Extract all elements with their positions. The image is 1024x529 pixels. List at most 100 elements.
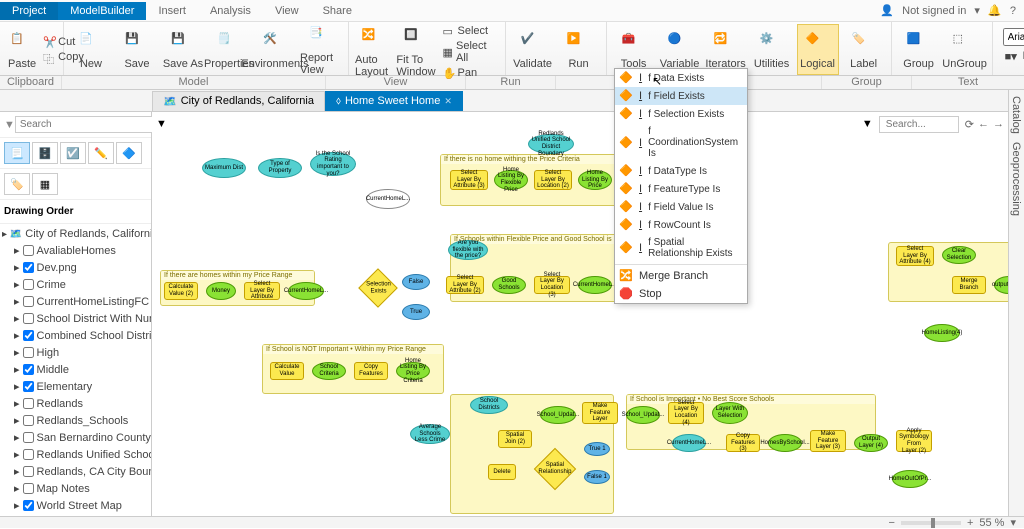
- model-node[interactable]: Select Layer By Attribute (2): [446, 276, 484, 294]
- model-node[interactable]: Type of Property: [258, 158, 302, 178]
- pan-button[interactable]: ✋Pan: [440, 66, 499, 80]
- menu-item[interactable]: 🔶If Spatial Relationship Exists: [615, 234, 747, 262]
- layer-item[interactable]: ▸School District With Number of C: [0, 310, 151, 327]
- layer-item[interactable]: ▸Dev.png: [0, 259, 151, 276]
- notification-bell-icon[interactable]: 🔔: [988, 4, 1002, 18]
- model-node[interactable]: CurrentHomeL...: [578, 276, 612, 294]
- model-canvas[interactable]: ▼ ▼ ⟳ ← → If there is no home withing th…: [152, 112, 1008, 516]
- new-button[interactable]: 📄New: [70, 24, 112, 76]
- model-node[interactable]: False: [402, 274, 430, 290]
- validate-button[interactable]: ✔️Validate: [512, 24, 554, 75]
- model-node[interactable]: CurrentHomeL...: [672, 434, 706, 452]
- layer-item[interactable]: ▸AvaliableHomes: [0, 242, 151, 259]
- model-node[interactable]: Good Schools: [492, 276, 526, 294]
- model-node[interactable]: Copy Features: [354, 362, 388, 380]
- signin-status[interactable]: Not signed in: [902, 5, 966, 17]
- environments-button[interactable]: 🛠️Environments: [254, 24, 296, 76]
- layer-checkbox[interactable]: [23, 449, 34, 460]
- layer-checkbox[interactable]: [23, 245, 34, 256]
- layer-item[interactable]: ▸Elementary: [0, 378, 151, 395]
- filter-icon[interactable]: ▼: [4, 116, 15, 133]
- layer-checkbox[interactable]: [23, 483, 34, 494]
- tab-analysis[interactable]: Analysis: [198, 2, 263, 20]
- menu-item[interactable]: 🔶If FeatureType Is: [615, 180, 747, 198]
- layer-item[interactable]: ▸San Bernardino County School D: [0, 429, 151, 446]
- layer-root[interactable]: ▸ 🗺️ City of Redlands, California: [0, 226, 151, 242]
- menu-item[interactable]: 🔶If Field Exists: [615, 87, 747, 105]
- contents-search-input[interactable]: [15, 116, 157, 133]
- view-drawing-order[interactable]: 📃: [4, 142, 30, 164]
- model-node[interactable]: Home Listing By Price Criteria: [396, 362, 430, 380]
- model-node[interactable]: True: [402, 304, 430, 320]
- menu-item[interactable]: 🔶If Field Value Is: [615, 198, 747, 216]
- layer-item[interactable]: ▸Combined School Districts: [0, 327, 151, 344]
- model-node[interactable]: False 1: [584, 470, 610, 484]
- signin-dropdown[interactable]: ▾: [974, 4, 980, 17]
- close-icon[interactable]: ✕: [444, 96, 452, 107]
- layer-checkbox[interactable]: [23, 330, 34, 341]
- layer-checkbox[interactable]: [23, 398, 34, 409]
- model-node[interactable]: Redlands Unified School District Boundar…: [528, 134, 574, 154]
- zoom-out-icon[interactable]: −: [889, 517, 895, 529]
- layer-checkbox[interactable]: [23, 313, 34, 324]
- saveas-button[interactable]: 💾Save As: [162, 24, 204, 76]
- model-node[interactable]: Merge Branch: [952, 276, 986, 294]
- tab-view[interactable]: View: [263, 2, 311, 20]
- model-node[interactable]: True 1: [584, 442, 610, 456]
- layer-checkbox[interactable]: [23, 500, 34, 511]
- save-button[interactable]: 💾Save: [116, 24, 158, 76]
- model-node[interactable]: Copy Features (3): [726, 434, 760, 452]
- model-node[interactable]: Select Layer By Attribute (3): [450, 170, 488, 190]
- zoom-slider[interactable]: [901, 521, 961, 525]
- layer-item[interactable]: ▸Middle: [0, 361, 151, 378]
- layer-item[interactable]: ▸Redlands: [0, 395, 151, 412]
- layer-checkbox[interactable]: [23, 347, 34, 358]
- layer-checkbox[interactable]: [23, 432, 34, 443]
- model-node[interactable]: Delete: [488, 464, 516, 480]
- model-node[interactable]: School_Updat...: [540, 406, 576, 424]
- model-node[interactable]: Calculate Value: [270, 362, 304, 380]
- zoom-in-icon[interactable]: +: [967, 517, 973, 529]
- menu-item[interactable]: 🔶If Data Exists: [615, 69, 747, 87]
- model-node[interactable]: CurrentHomeL...: [288, 282, 324, 300]
- fontcolor-button[interactable]: ■▾: [1005, 50, 1017, 63]
- view-snap[interactable]: 🔷: [116, 142, 142, 164]
- paste-button[interactable]: 📋Paste: [8, 24, 36, 75]
- menu-stop[interactable]: 🛑Stop: [615, 285, 747, 303]
- model-node[interactable]: School Criteria: [312, 362, 346, 380]
- utilities-button[interactable]: ⚙️Utilities: [751, 24, 793, 75]
- model-node[interactable]: Select Layer By Location (4): [668, 402, 704, 424]
- reportview-button[interactable]: 📑Report View: [300, 24, 342, 76]
- layer-item[interactable]: ▸Redlands, CA City Boundary: [0, 463, 151, 480]
- model-node[interactable]: Select Layer By Location (3): [534, 276, 570, 294]
- help-icon[interactable]: ?: [1010, 5, 1016, 17]
- layer-checkbox[interactable]: [23, 279, 34, 290]
- view-raster[interactable]: ▦: [32, 173, 58, 195]
- view-source[interactable]: 🗄️: [32, 142, 58, 164]
- layer-checkbox[interactable]: [23, 466, 34, 477]
- model-node[interactable]: Maximum Dist: [202, 158, 246, 178]
- model-node[interactable]: School_Updat...: [626, 406, 660, 424]
- layer-checkbox[interactable]: [23, 381, 34, 392]
- model-node[interactable]: HomesBySchool...: [768, 434, 802, 452]
- layer-item[interactable]: ▸CurrentHomeListingFC: [0, 293, 151, 310]
- doc-tab-model[interactable]: ⬨Home Sweet Home✕: [325, 91, 463, 111]
- doc-tab-map[interactable]: 🗺️City of Redlands, California: [152, 91, 325, 111]
- group-button[interactable]: 🟦Group: [898, 24, 940, 75]
- model-node[interactable]: Make Feature Layer: [582, 402, 618, 424]
- font-select[interactable]: Arial: [1003, 28, 1024, 46]
- model-node[interactable]: CurrentHomeL...: [366, 189, 410, 209]
- label-button[interactable]: 🏷️Label: [843, 24, 885, 75]
- model-node[interactable]: Home Listing By Price: [578, 170, 612, 190]
- zoom-menu[interactable]: ▾: [1010, 516, 1016, 529]
- model-node[interactable]: HomeOutOfPr...: [892, 470, 928, 488]
- view-edit[interactable]: ✏️: [88, 142, 114, 164]
- model-node[interactable]: Money: [206, 282, 236, 300]
- layer-checkbox[interactable]: [23, 296, 34, 307]
- layer-item[interactable]: ▸Redlands Unified School District: [0, 446, 151, 463]
- layer-item[interactable]: ▸Redlands_Schools: [0, 412, 151, 429]
- layer-checkbox[interactable]: [23, 262, 34, 273]
- menu-item[interactable]: 🔶If CoordinationSystem Is: [615, 123, 747, 162]
- view-selection[interactable]: ☑️: [60, 142, 86, 164]
- model-node[interactable]: Spatial Join (2): [498, 430, 532, 448]
